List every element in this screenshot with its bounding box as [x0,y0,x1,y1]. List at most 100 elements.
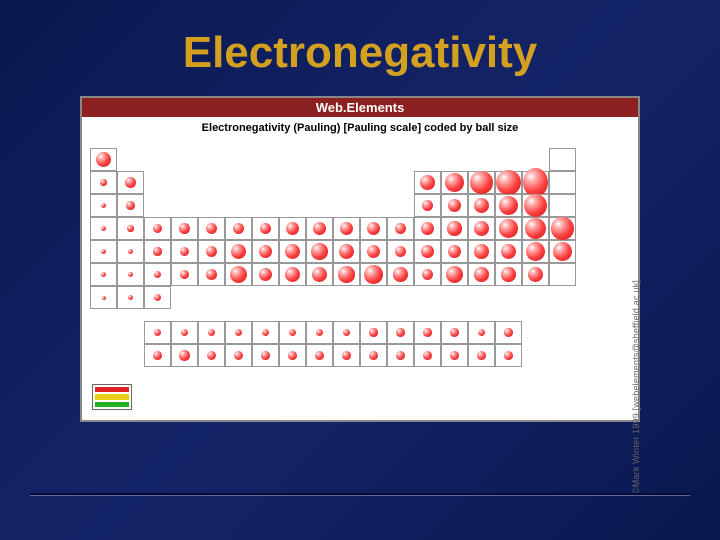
electronegativity-ball [96,152,112,168]
electronegativity-ball [154,294,161,301]
electronegativity-ball [553,242,572,261]
element-cell [333,344,360,367]
element-cell [468,344,495,367]
element-cell [522,217,549,240]
electronegativity-ball [504,351,513,360]
electronegativity-ball [285,267,301,283]
element-cell [360,344,387,367]
element-cell [144,217,171,240]
element-cell [549,217,576,240]
electronegativity-ball [367,245,381,259]
element-cell [468,240,495,263]
electronegativity-ball [501,244,516,259]
element-cell [495,344,522,367]
electronegativity-ball [154,271,161,278]
electronegativity-ball [446,266,463,283]
element-cell [414,217,441,240]
electronegativity-ball [396,328,404,336]
element-cell [495,217,522,240]
element-cell [252,240,279,263]
electronegativity-ball [339,244,355,260]
element-cell [414,344,441,367]
element-cell [117,263,144,286]
element-cell [333,217,360,240]
element-cell [441,194,468,217]
element-cell [495,194,522,217]
element-cell [333,240,360,263]
element-cell [360,263,387,286]
element-cell [198,344,225,367]
element-cell [414,171,441,194]
element-cell [279,321,306,344]
element-cell [360,321,387,344]
element-cell [252,217,279,240]
electronegativity-ball [343,329,350,336]
electronegativity-ball [422,200,433,211]
electronegativity-ball [499,196,518,215]
legend-box [92,384,132,410]
electronegativity-ball [450,351,459,360]
chart-area: ©Mark Winter 1999 [webelements@sheffield… [82,140,638,420]
electronegativity-ball [364,265,382,283]
electronegativity-ball [423,328,431,336]
electronegativity-ball [179,350,189,360]
electronegativity-ball [421,222,434,235]
element-cell [90,263,117,286]
electronegativity-ball [526,242,545,261]
element-cell [549,240,576,263]
element-cell [198,240,225,263]
element-cell [90,217,117,240]
element-cell [468,263,495,286]
figure-banner: Web.Elements [82,98,638,117]
periodic-table-grid [90,148,616,412]
element-cell [171,240,198,263]
electronegativity-ball [128,272,133,277]
electronegativity-ball [477,351,486,360]
element-cell [495,240,522,263]
element-cell [279,344,306,367]
element-cell [549,148,576,171]
element-cell [90,171,117,194]
electronegativity-ball [235,329,242,336]
electronegativity-ball [261,351,270,360]
electronegativity-ball [259,245,272,258]
element-cell [171,217,198,240]
electronegativity-ball [181,329,188,336]
element-cell [360,240,387,263]
element-cell [117,240,144,263]
element-cell [306,217,333,240]
element-cell [441,240,468,263]
element-cell [468,321,495,344]
element-cell [198,217,225,240]
legend-bar-mid [95,394,129,399]
element-cell [90,240,117,263]
electronegativity-ball [101,203,107,209]
electronegativity-ball [125,177,136,188]
element-cell [441,263,468,286]
element-cell [90,194,117,217]
electronegativity-ball [340,222,354,236]
electronegativity-ball [420,175,435,190]
element-cell [144,263,171,286]
element-cell [522,263,549,286]
electronegativity-ball [367,222,380,235]
slide-title: Electronegativity [0,0,720,78]
element-cell [387,344,414,367]
element-cell [225,344,252,367]
electronegativity-ball [179,223,190,234]
element-cell [171,263,198,286]
element-cell [144,321,171,344]
figure-caption: Electronegativity (Pauling) [Pauling sca… [82,117,638,140]
element-cell [117,171,144,194]
element-cell [414,263,441,286]
electronegativity-ball [396,351,405,360]
element-cell [468,171,495,194]
element-cell [306,344,333,367]
element-cell [333,263,360,286]
element-cell [225,263,252,286]
electronegativity-ball [525,218,547,240]
electronegativity-ball [153,351,162,360]
electronegativity-ball [153,247,161,255]
electronegativity-ball [393,267,407,281]
element-cell [171,321,198,344]
